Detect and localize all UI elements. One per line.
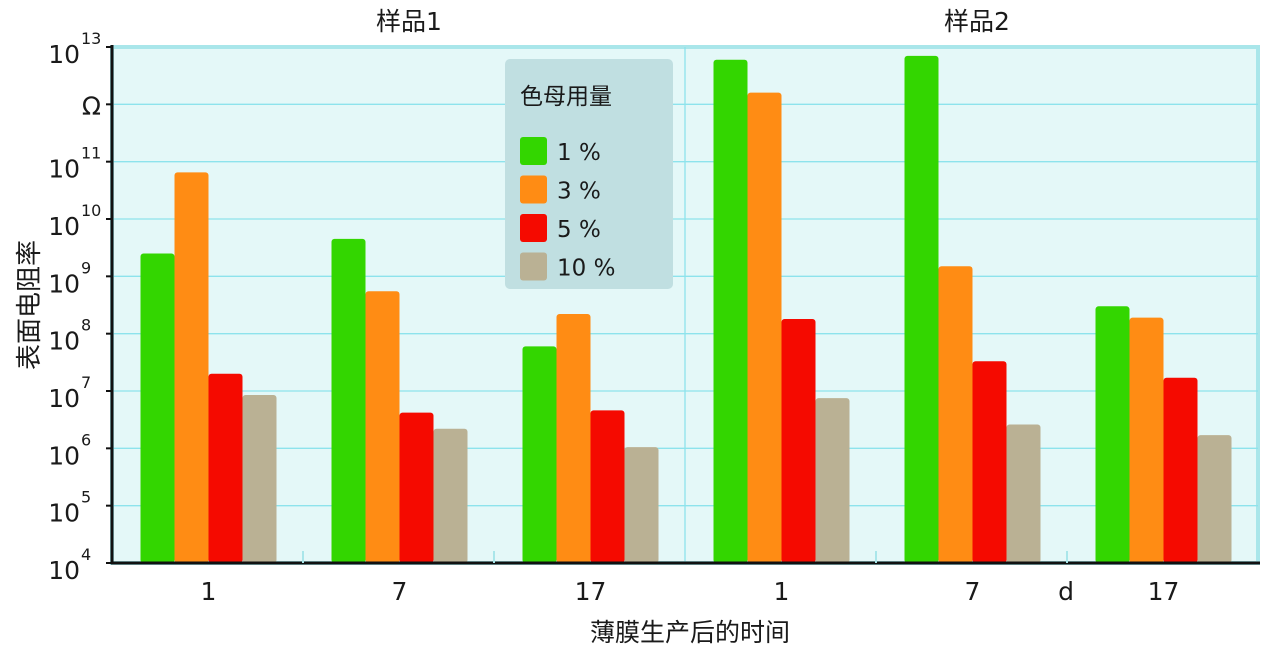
bar <box>399 412 434 563</box>
bar <box>1095 306 1130 563</box>
y-tick-label: 105 <box>48 488 91 528</box>
y-tick-exponent: 9 <box>81 258 91 277</box>
legend-swatch <box>520 214 547 242</box>
bar <box>433 428 468 563</box>
y-tick-base: 10 <box>48 40 80 69</box>
bar <box>1163 377 1198 563</box>
legend-swatch <box>520 137 547 165</box>
x-tick-label: 7 <box>392 577 408 606</box>
y-tick-exponent: 10 <box>81 201 101 220</box>
y-tick-base: 10 <box>48 441 80 470</box>
x-tick-label: 17 <box>1148 577 1180 606</box>
y-tick-label: Ω <box>82 91 101 120</box>
legend-entry-label: 3 % <box>557 179 601 205</box>
bar <box>713 59 748 563</box>
y-tick-label: 109 <box>48 258 91 298</box>
y-tick-exponent: 4 <box>81 545 91 564</box>
bar <box>904 55 939 564</box>
bar <box>331 238 366 563</box>
legend-entry-label: 5 % <box>557 217 601 243</box>
bar <box>208 373 243 563</box>
bar <box>556 314 591 563</box>
bar <box>140 253 175 563</box>
legend-entry-label: 10 % <box>557 256 615 282</box>
bar <box>938 266 973 563</box>
y-tick-exponent: 8 <box>81 316 91 335</box>
y-tick-base: 10 <box>48 384 80 413</box>
x-tick-label: 7 <box>965 577 981 606</box>
bar <box>1129 317 1164 563</box>
y-tick-base: 10 <box>48 556 80 585</box>
y-tick-base: 10 <box>48 155 80 184</box>
y-tick-exponent: 6 <box>81 430 91 449</box>
bar <box>972 361 1007 563</box>
y-tick-exponent: 13 <box>81 29 101 48</box>
bar <box>624 447 659 563</box>
panel-title: 样品1 <box>376 7 442 36</box>
y-tick-exponent: 7 <box>81 373 91 392</box>
y-axis-label: 表面电阻率 <box>15 240 45 370</box>
x-axis-unit: d <box>1058 577 1074 606</box>
y-tick-label: 107 <box>48 373 91 413</box>
bar <box>781 319 816 563</box>
panel-title: 样品2 <box>944 7 1010 36</box>
legend-entry-label: 1 % <box>557 140 601 166</box>
y-tick-base: 10 <box>48 327 80 356</box>
y-tick-exponent: 5 <box>81 488 91 507</box>
legend-swatch <box>520 252 547 281</box>
bar <box>747 92 782 563</box>
x-axis-label: 薄膜生产后的时间 <box>590 618 790 647</box>
y-tick-label: 104 <box>48 545 91 585</box>
y-tick-base: 10 <box>48 499 80 528</box>
bar <box>1006 424 1041 563</box>
bar <box>522 346 557 563</box>
y-tick-base: 10 <box>48 212 80 241</box>
bar <box>365 291 400 563</box>
x-tick-label: 17 <box>575 577 607 606</box>
y-tick-label: 108 <box>48 316 91 356</box>
legend-swatch <box>520 175 547 204</box>
legend-title: 色母用量 <box>520 84 612 110</box>
y-tick-base: 10 <box>48 269 80 298</box>
bar <box>1197 435 1232 563</box>
bar <box>590 410 625 563</box>
bar <box>174 172 209 563</box>
y-unit-label: Ω <box>82 91 101 120</box>
bar <box>815 398 850 563</box>
legend: 色母用量 1 % 3 % 5 % 10 % <box>505 59 673 289</box>
bar <box>242 395 277 563</box>
x-tick-label: 1 <box>774 577 790 606</box>
x-tick-label: 1 <box>201 577 217 606</box>
y-tick-exponent: 11 <box>81 144 101 163</box>
y-tick-label: 106 <box>48 430 91 470</box>
